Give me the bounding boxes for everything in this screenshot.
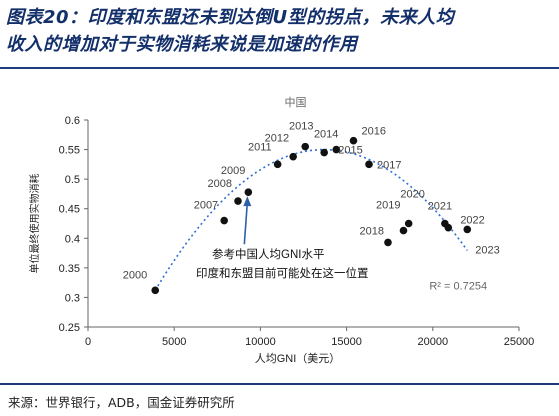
chart-axes: 0.25 0.3 0.35 0.4 0.45 0.5 0.55 0.6 0 5000 10000 15… <box>28 96 534 365</box>
point-label-2008: 2008 <box>208 178 232 190</box>
x-tick-label: 25000 <box>504 336 535 348</box>
trendline-path <box>154 148 468 291</box>
x-tick-label: 0 <box>85 336 91 348</box>
data-point-2013 <box>301 142 310 151</box>
point-label-2020: 2020 <box>400 189 424 201</box>
data-point-2014 <box>320 148 328 157</box>
point-label-2011: 2011 <box>248 141 272 153</box>
point-label-2021: 2021 <box>428 201 452 213</box>
data-points <box>151 136 472 295</box>
trendline: R² = 0.7254 <box>154 148 487 293</box>
figure-title-line-1: 图表20：印度和东盟还未到达倒U型的拐点，未来人均 <box>6 7 455 28</box>
y-tick-label: 0.25 <box>59 322 80 334</box>
data-point-2015 <box>332 145 341 154</box>
y-tick-label: 0.4 <box>65 233 80 245</box>
x-axis-label: 人均GNI（美元） <box>255 352 341 365</box>
point-label-2014: 2014 <box>314 129 338 141</box>
data-point-2016 <box>349 136 358 145</box>
point-label-2000: 2000 <box>123 269 147 281</box>
figure-title-line-2: 收入的增加对于实物消耗来说是加速的作用 <box>6 34 358 55</box>
figure-title: 图表20：印度和东盟还未到达倒U型的拐点，未来人均 收入的增加对于实物消耗来说是… <box>6 4 554 58</box>
data-point-2018 <box>384 238 392 247</box>
point-label-2018: 2018 <box>359 225 383 237</box>
data-point-2019 <box>399 226 408 235</box>
data-point-2023 <box>463 225 472 234</box>
y-tick-label: 0.3 <box>65 292 80 304</box>
data-point-2009 <box>244 188 253 196</box>
y-tick-label: 0.35 <box>59 263 80 275</box>
chart-title: 中国 <box>285 96 307 109</box>
y-axis-label: 单位最终使用实物消耗 <box>28 174 41 274</box>
point-label-2015: 2015 <box>338 145 362 157</box>
x-tick-label: 5000 <box>162 336 186 348</box>
point-label-2017: 2017 <box>377 159 401 171</box>
point-label-2016: 2016 <box>361 126 385 138</box>
point-label-2007: 2007 <box>194 200 218 212</box>
point-label-2013: 2013 <box>289 121 313 133</box>
data-point-2007 <box>220 216 228 225</box>
x-tick-label: 10000 <box>245 336 276 348</box>
data-point-2012 <box>289 152 297 161</box>
point-label-2019: 2019 <box>376 200 400 212</box>
data-point-2008 <box>234 197 242 205</box>
y-tick-label: 0.45 <box>59 204 80 216</box>
annotation-arrow-shaft <box>243 202 249 245</box>
y-tick-label: 0.55 <box>59 145 80 157</box>
data-point-2000 <box>151 286 160 295</box>
point-label-2022: 2022 <box>460 215 484 227</box>
y-tick-label: 0.6 <box>65 115 80 127</box>
data-point-2017 <box>365 160 373 169</box>
data-point-2020 <box>404 219 413 228</box>
data-point-2011 <box>273 160 282 169</box>
source-divider <box>0 383 559 385</box>
annotation-arrow-head <box>243 196 252 207</box>
point-label-2012: 2012 <box>265 133 289 145</box>
x-tick-label: 15000 <box>331 336 362 348</box>
data-point-2022 <box>444 223 453 232</box>
point-label-2009: 2009 <box>221 165 245 177</box>
x-tick-label: 20000 <box>418 336 449 348</box>
title-divider <box>0 67 559 69</box>
annotation-line-1: 参考中国人均GNI水平 <box>212 247 324 261</box>
annotation-line-2: 印度和东盟目前可能处在这一位置 <box>196 266 369 280</box>
y-tick-label: 0.5 <box>65 174 80 186</box>
source-note: 来源：世界银行，ADB，国金证券研究所 <box>8 395 235 410</box>
point-label-2023: 2023 <box>475 244 499 256</box>
r-squared-label: R² = 0.7254 <box>429 281 487 293</box>
